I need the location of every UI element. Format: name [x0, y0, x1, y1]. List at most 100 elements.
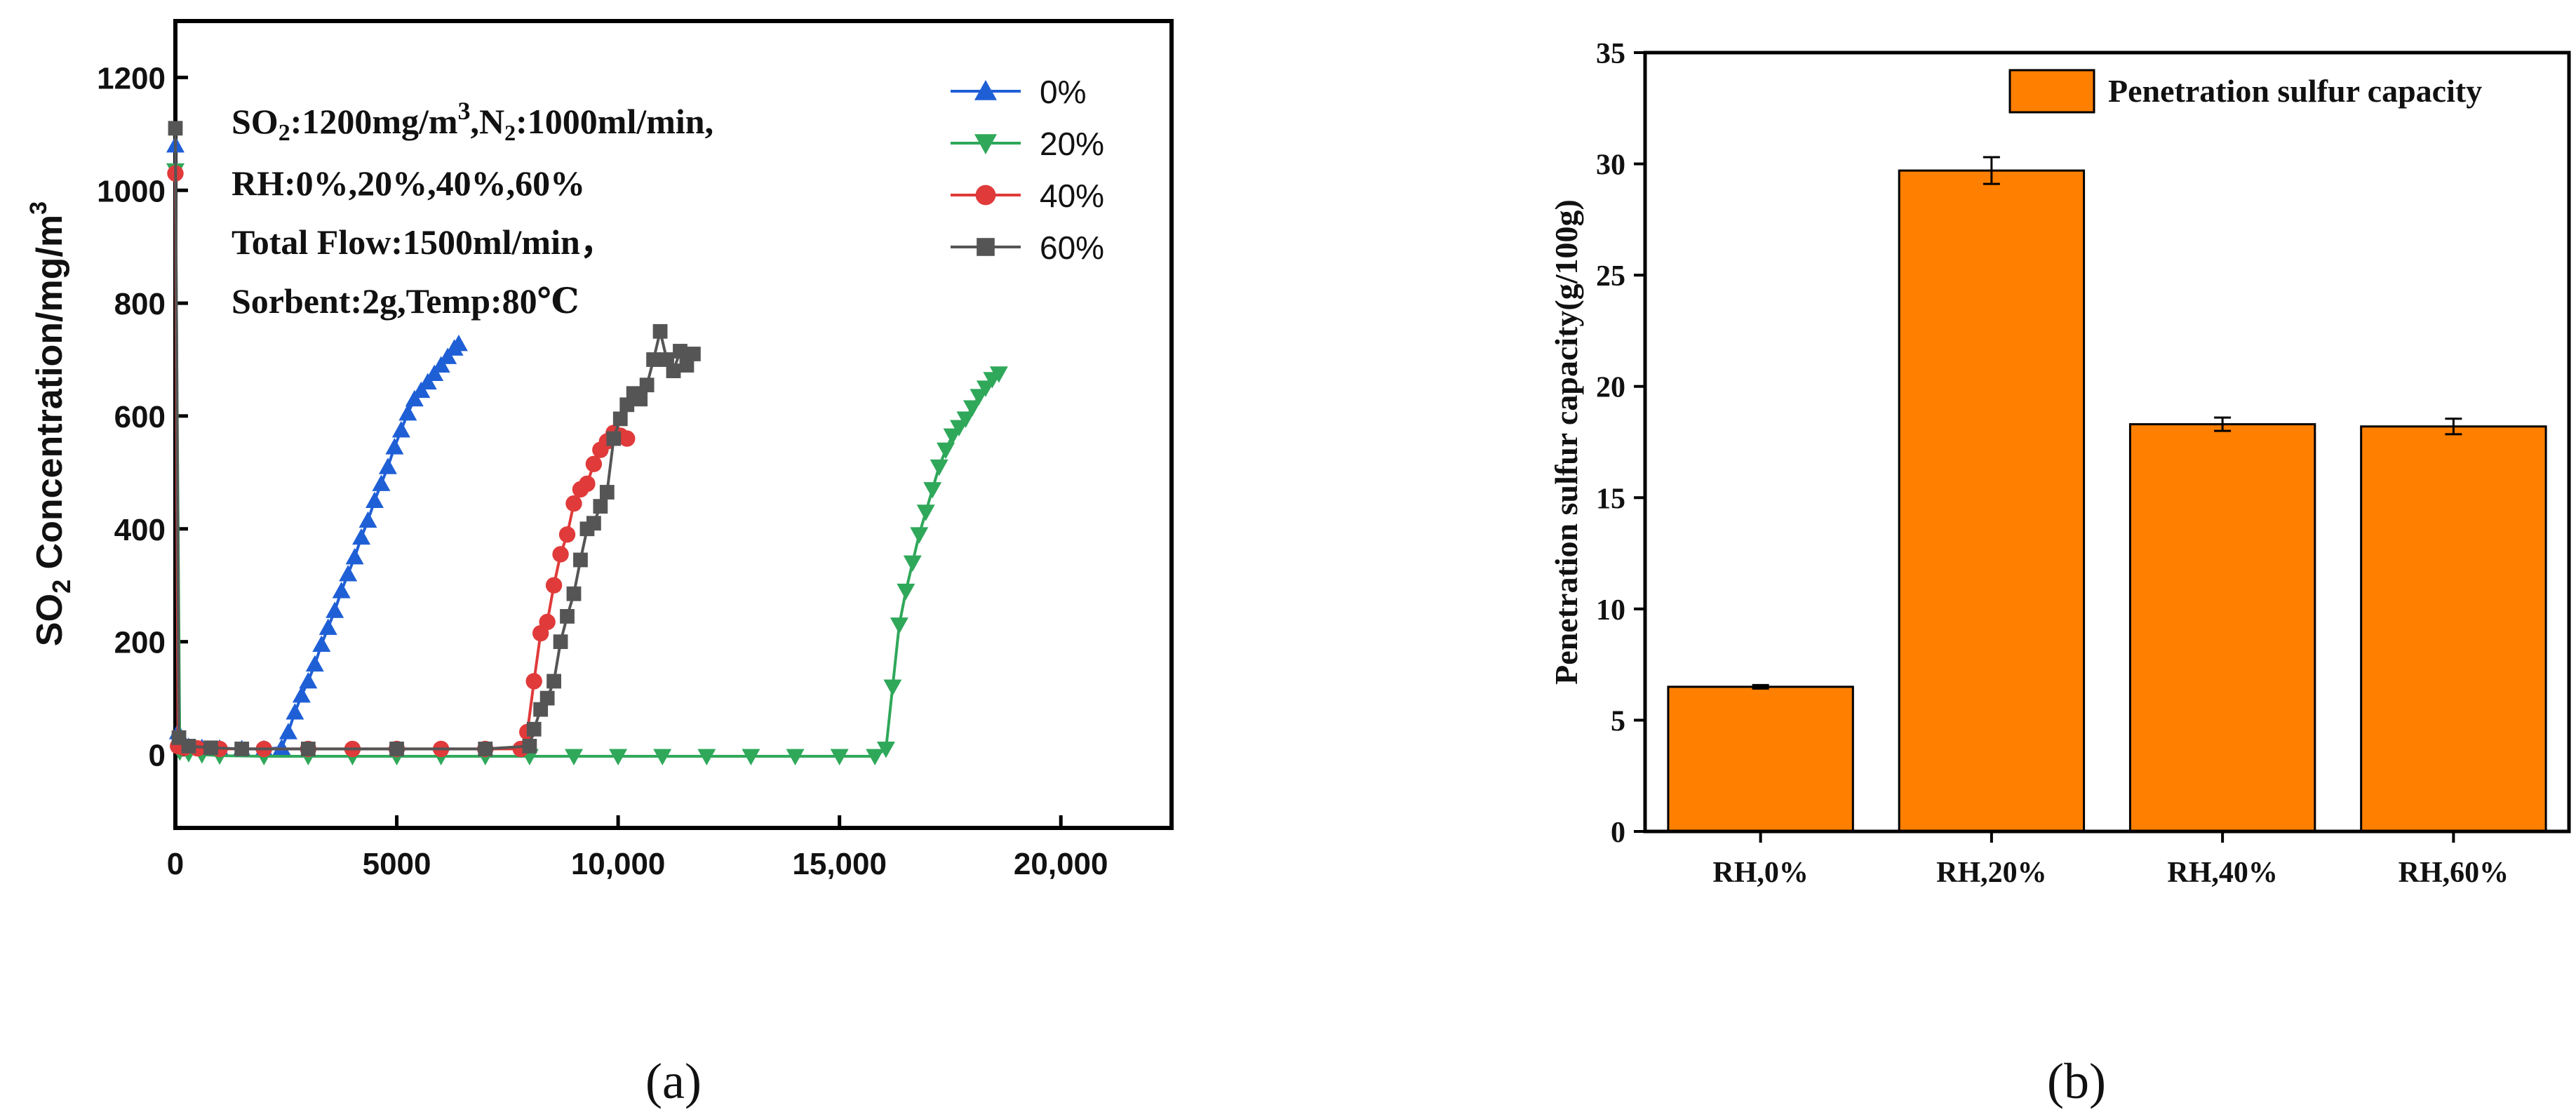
legend-marker-40pct	[975, 185, 996, 206]
data-point	[292, 686, 311, 703]
data-point	[332, 582, 351, 598]
data-point	[522, 738, 537, 754]
data-point	[533, 702, 549, 717]
data-point	[679, 358, 695, 373]
legend-label-20pct: 20%	[1040, 126, 1104, 162]
panel-b-y-tick-label: 0	[1611, 817, 1625, 849]
data-point	[923, 482, 942, 499]
data-point	[352, 528, 371, 545]
data-point	[405, 389, 424, 407]
data-point	[599, 485, 615, 500]
series-line-60pct	[174, 128, 695, 751]
data-point	[398, 403, 417, 421]
data-point	[391, 421, 410, 438]
data-point	[552, 546, 569, 563]
data-point	[272, 738, 291, 756]
panel-a-x-tick-label: 15,000	[792, 847, 887, 881]
panel-b-x-tick-label: RH,60%	[2399, 857, 2509, 889]
data-point	[890, 617, 908, 634]
bar-RH-40-	[2128, 423, 2316, 833]
panel-b-x-tick-label: RH,20%	[1936, 857, 2047, 889]
bar-RH-0-	[1667, 685, 1854, 833]
panel-b-y-tick-label: 15	[1596, 483, 1625, 515]
error-bar	[1983, 156, 2000, 185]
data-point	[612, 411, 628, 427]
data-point	[573, 552, 588, 568]
data-point	[339, 565, 358, 582]
data-point	[181, 738, 196, 754]
panel-b-y-tick-label: 10	[1596, 594, 1625, 627]
panel-b-bar-chart: 0 5 10 15 20 25 30 35 RH,0% RH,20% RH,40% RH,60% P…	[1548, 38, 2571, 1109]
annotation-line-3: Total Flow:1500ml/min，	[232, 222, 615, 262]
data-point	[910, 527, 929, 544]
data-point	[318, 618, 337, 635]
data-point	[639, 377, 655, 393]
data-point	[903, 555, 922, 573]
data-point	[279, 723, 297, 740]
panel-a-x-tick-label: 10,000	[571, 847, 666, 881]
legend-label-60pct: 60%	[1040, 229, 1104, 266]
data-point	[372, 474, 391, 491]
data-point	[646, 352, 661, 367]
panel-b-x-tick-label: RH,0%	[1712, 857, 1809, 889]
data-point	[553, 634, 568, 650]
error-bar	[1752, 683, 1769, 690]
data-point	[742, 749, 760, 765]
data-point	[697, 749, 716, 765]
panel-b-y-tick-label: 25	[1596, 260, 1625, 293]
data-point	[883, 679, 902, 696]
panel-b-y-axis: 0 5 10 15 20 25 30 35	[1596, 38, 1645, 849]
data-point	[916, 504, 935, 521]
data-point	[560, 609, 575, 624]
panel-a-y-tick-label: 1200	[97, 61, 166, 95]
data-point	[686, 347, 701, 361]
data-point	[653, 749, 672, 765]
data-point	[358, 511, 377, 528]
panel-b-y-tick-label: 20	[1596, 372, 1625, 404]
panel-a-line-chart: 0 200 400 600 800 1000 1200 0 5000 10,000 15,000 2…	[25, 19, 1174, 1109]
panel-a-series-group	[166, 121, 1008, 765]
data-point	[546, 674, 561, 689]
panel-b-plot-frame	[1643, 51, 2571, 834]
panel-a-y-tick-label: 0	[149, 738, 166, 772]
data-point	[526, 721, 542, 737]
data-point	[619, 430, 636, 447]
data-point	[897, 583, 915, 601]
data-point	[652, 323, 668, 339]
data-point	[609, 749, 628, 765]
data-point	[539, 613, 556, 631]
data-point	[300, 742, 316, 756]
annotation-line-2: RH:0%,20%,40%,60%	[232, 163, 585, 203]
panel-a-y-axis: 0 200 400 600 800 1000 1200	[97, 61, 188, 772]
panel-a-y-tick-label: 600	[114, 400, 166, 434]
legend-swatch	[2008, 69, 2095, 114]
data-point	[963, 400, 981, 417]
data-point	[866, 749, 885, 765]
data-point	[566, 586, 582, 601]
data-point	[431, 356, 450, 373]
data-point	[326, 601, 344, 618]
bar-RH-60-	[2360, 425, 2547, 833]
data-point	[345, 547, 364, 565]
series-60pct	[168, 121, 701, 756]
data-point	[478, 742, 493, 756]
data-point	[937, 442, 955, 460]
panel-b-x-axis: RH,0% RH,20% RH,40% RH,60%	[1712, 831, 2509, 889]
data-point	[633, 392, 648, 407]
data-point	[565, 495, 582, 512]
data-point	[593, 499, 608, 514]
data-point	[558, 526, 576, 543]
data-point	[876, 742, 895, 758]
data-point	[585, 455, 603, 472]
data-point	[305, 655, 324, 672]
panel-b-y-tick-label: 5	[1611, 705, 1625, 737]
data-point	[438, 347, 457, 364]
panel-b-y-tick-label: 35	[1596, 38, 1625, 70]
data-point	[312, 635, 331, 653]
data-point	[412, 381, 431, 399]
data-point	[579, 475, 596, 493]
data-point	[378, 457, 397, 474]
data-point	[565, 749, 583, 765]
panel-a-y-axis-label: SO2 Concentration/mg/m3	[25, 201, 76, 646]
